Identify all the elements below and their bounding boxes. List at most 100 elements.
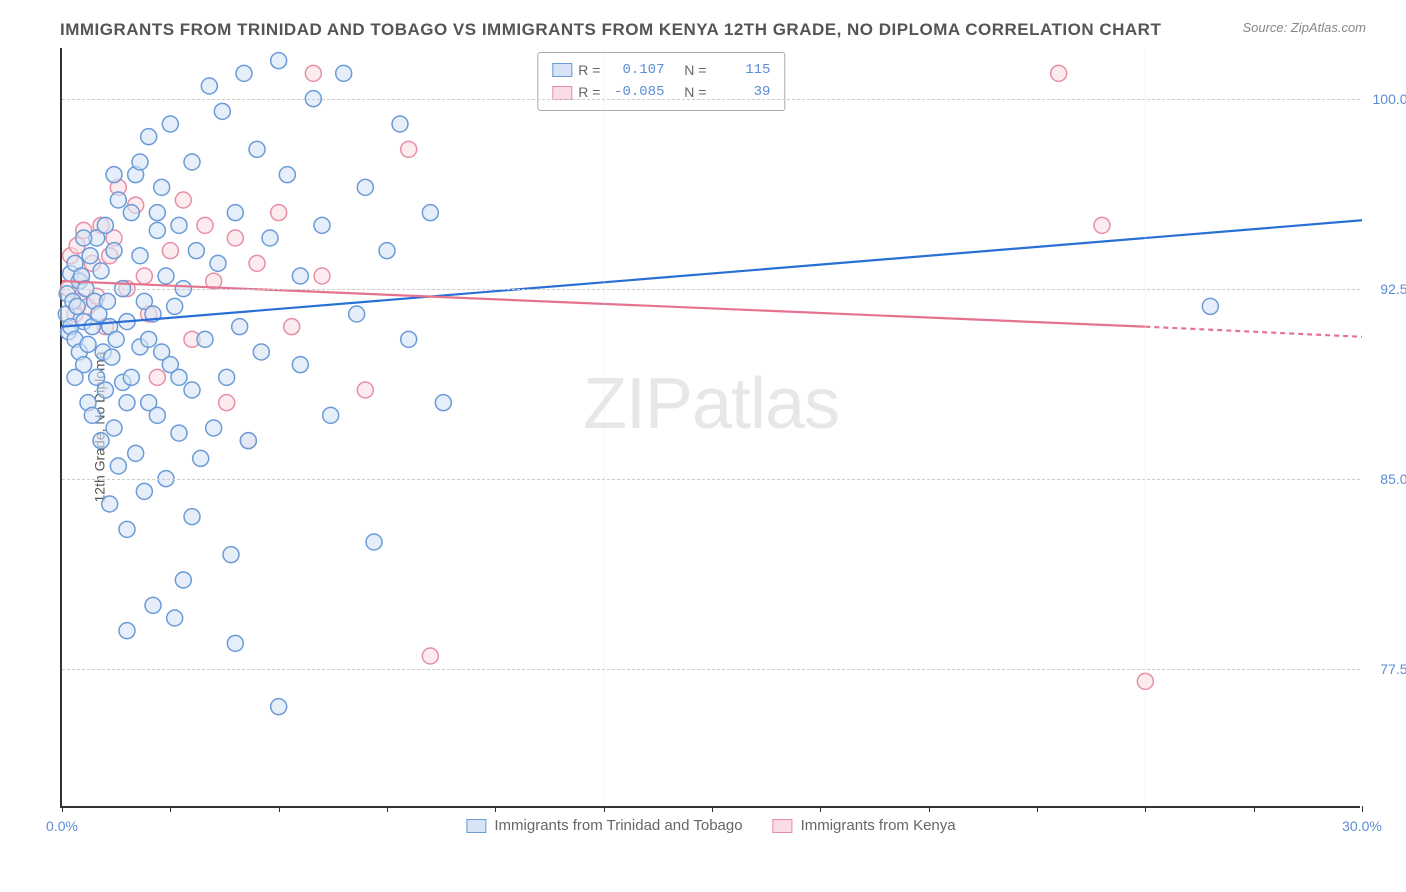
data-point — [271, 205, 287, 221]
data-point — [357, 382, 373, 398]
data-point — [401, 141, 417, 157]
x-tick-mark — [929, 806, 930, 812]
legend-n-label: N = — [684, 59, 706, 81]
legend-r-label: R = — [578, 59, 600, 81]
chart-container: IMMIGRANTS FROM TRINIDAD AND TOBAGO VS I… — [0, 0, 1406, 892]
data-point — [100, 293, 116, 309]
data-point — [227, 230, 243, 246]
legend-swatch-kenya — [552, 86, 572, 100]
data-point — [93, 433, 109, 449]
data-point — [206, 420, 222, 436]
title-row: IMMIGRANTS FROM TRINIDAD AND TOBAGO VS I… — [60, 20, 1366, 40]
legend-item-kenya: Immigrants from Kenya — [773, 817, 956, 834]
gridline-v — [1145, 48, 1146, 806]
data-point — [171, 217, 187, 233]
legend-n-kenya: 39 — [712, 81, 770, 103]
data-point — [136, 268, 152, 284]
data-point — [422, 205, 438, 221]
data-point — [104, 349, 120, 365]
legend-swatch-trinidad-icon — [466, 819, 486, 833]
data-point — [366, 534, 382, 550]
legend-r-kenya: -0.085 — [606, 81, 664, 103]
data-point — [97, 217, 113, 233]
data-point — [314, 217, 330, 233]
data-point — [106, 167, 122, 183]
gridline-h — [62, 669, 1360, 670]
x-tick-mark — [170, 806, 171, 812]
data-point — [145, 597, 161, 613]
data-point — [271, 699, 287, 715]
data-point — [227, 205, 243, 221]
legend-row-kenya: R = -0.085 N = 39 — [552, 81, 770, 103]
x-tick-mark — [62, 806, 63, 812]
data-point — [136, 483, 152, 499]
data-point — [106, 420, 122, 436]
legend-item-trinidad: Immigrants from Trinidad and Tobago — [466, 817, 742, 834]
legend-label-kenya: Immigrants from Kenya — [801, 817, 956, 834]
y-tick-label: 92.5% — [1380, 281, 1406, 297]
data-point — [97, 382, 113, 398]
data-point — [141, 331, 157, 347]
source-label: Source: ZipAtlas.com — [1242, 20, 1366, 35]
y-tick-label: 100.0% — [1373, 91, 1406, 107]
gridline-h — [62, 99, 1360, 100]
data-point — [132, 154, 148, 170]
data-point — [149, 222, 165, 238]
data-point — [167, 610, 183, 626]
data-point — [119, 623, 135, 639]
data-point — [158, 268, 174, 284]
data-point — [171, 425, 187, 441]
data-point — [197, 217, 213, 233]
data-point — [106, 243, 122, 259]
data-point — [93, 263, 109, 279]
y-tick-label: 77.5% — [1380, 661, 1406, 677]
data-point — [262, 230, 278, 246]
data-point — [119, 395, 135, 411]
x-tick-mark — [279, 806, 280, 812]
data-point — [171, 369, 187, 385]
x-tick-mark — [1037, 806, 1038, 812]
data-point — [84, 407, 100, 423]
gridline-v — [604, 48, 605, 806]
data-point — [435, 395, 451, 411]
x-tick-mark — [712, 806, 713, 812]
data-point — [305, 65, 321, 81]
legend-n-trinidad: 115 — [712, 59, 770, 81]
x-tick-label: 0.0% — [46, 818, 78, 834]
y-tick-label: 85.0% — [1380, 471, 1406, 487]
data-point — [357, 179, 373, 195]
data-point — [1051, 65, 1067, 81]
data-point — [401, 331, 417, 347]
data-point — [223, 547, 239, 563]
data-point — [67, 369, 83, 385]
data-point — [422, 648, 438, 664]
data-point — [162, 116, 178, 132]
data-point — [249, 255, 265, 271]
data-point — [82, 248, 98, 264]
data-point — [240, 433, 256, 449]
data-point — [119, 521, 135, 537]
data-point — [292, 357, 308, 373]
data-point — [253, 344, 269, 360]
data-point — [193, 450, 209, 466]
data-point — [210, 255, 226, 271]
correlation-legend: R = 0.107 N = 115 R = -0.085 N = 39 — [537, 52, 785, 111]
data-point — [284, 319, 300, 335]
legend-swatch-trinidad — [552, 63, 572, 77]
data-point — [184, 154, 200, 170]
data-point — [175, 572, 191, 588]
data-point — [214, 103, 230, 119]
data-point — [149, 369, 165, 385]
data-point — [314, 268, 330, 284]
data-point — [219, 369, 235, 385]
legend-row-trinidad: R = 0.107 N = 115 — [552, 59, 770, 81]
trend-line — [62, 220, 1362, 326]
data-point — [271, 53, 287, 69]
plot-svg — [62, 48, 1360, 806]
data-point — [279, 167, 295, 183]
gridline-h — [62, 479, 1360, 480]
x-tick-mark — [495, 806, 496, 812]
data-point — [349, 306, 365, 322]
data-point — [379, 243, 395, 259]
data-point — [188, 243, 204, 259]
